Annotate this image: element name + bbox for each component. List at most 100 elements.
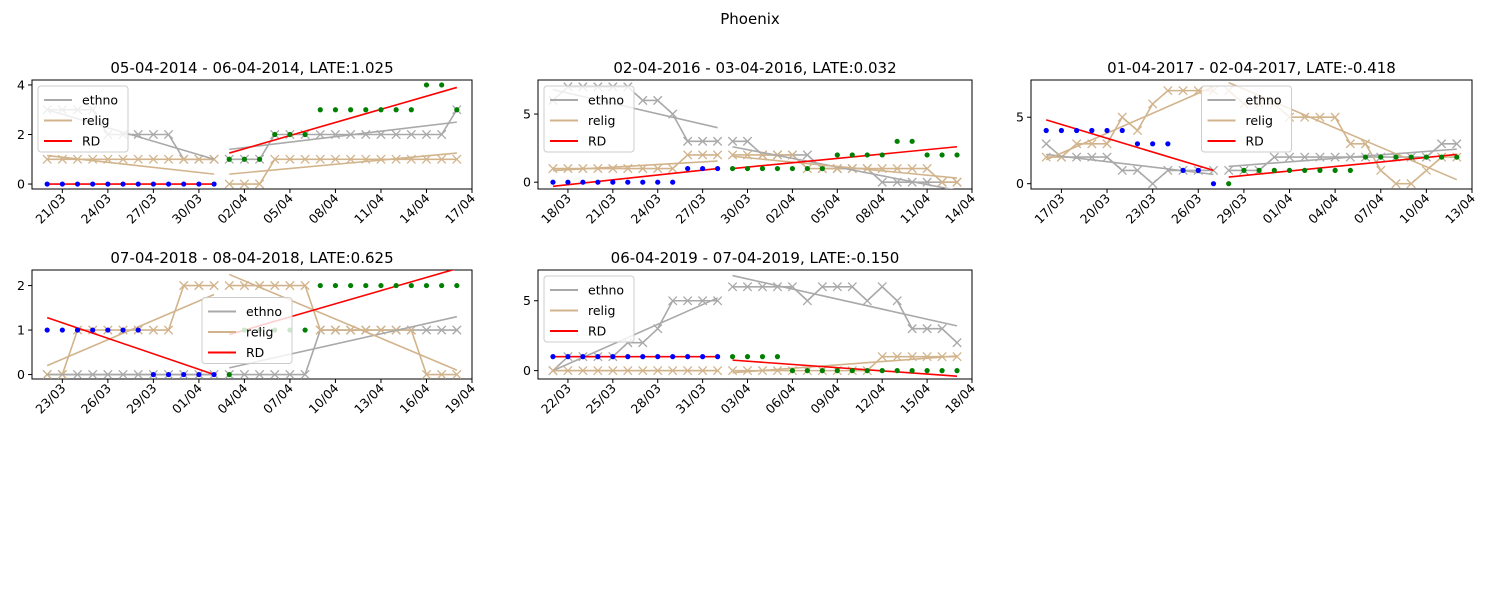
ethno-marker (1071, 152, 1082, 162)
x-tick-label: 14/04 (942, 190, 978, 226)
relig-marker (1148, 99, 1158, 109)
relig-marker (1360, 139, 1371, 149)
rd-point-after (1438, 154, 1445, 160)
rd-point-after (924, 152, 930, 158)
rd-point-after (1423, 154, 1429, 160)
rd-point-after (241, 156, 248, 162)
relig-marker (742, 365, 753, 376)
relig-line-after (229, 284, 457, 376)
rd-point-before (700, 165, 706, 172)
rd-point-after (1226, 181, 1232, 187)
x-tick-label: 01/04 (1260, 190, 1296, 226)
rd-point-before (74, 181, 81, 187)
relig-marker (922, 351, 932, 362)
rd-point-after (774, 354, 781, 360)
rd-point-before (700, 354, 706, 360)
ethno-line-after (732, 285, 958, 344)
relig-marker (1330, 112, 1340, 122)
ethno-marker (952, 338, 962, 348)
plot-area (548, 82, 962, 189)
x-tick-label: 09/04 (807, 380, 843, 416)
rd-point-before (580, 179, 586, 185)
relig-marker (548, 163, 558, 174)
rd-point-before (640, 179, 646, 185)
rd-point-after (1317, 167, 1323, 173)
panel-title: 06-04-2019 - 07-04-2019, LATE:-0.150 (611, 249, 900, 267)
ethno-marker (421, 325, 432, 335)
relig-marker (1117, 112, 1127, 122)
x-tick-label: 24/03 (78, 191, 114, 227)
y-tick-label: 2 (17, 127, 25, 142)
plot-area (1041, 81, 1462, 189)
rd-point-after (256, 156, 263, 162)
rd-point-before (595, 354, 601, 360)
ethno-marker (638, 95, 648, 106)
panel-5: 06-04-2019 - 07-04-2019, LATE:-0.150 0 5 22… (523, 249, 978, 417)
ethno-marker (682, 296, 693, 306)
relig-fit-before (46, 293, 215, 367)
x-tick-label: 02/04 (214, 190, 250, 226)
rd-point-before (211, 371, 217, 378)
rd-point-after (317, 282, 323, 289)
ethno-marker (742, 136, 753, 146)
ethno-marker (1269, 152, 1279, 162)
relig-marker (563, 163, 573, 174)
ethno-marker (727, 282, 738, 292)
rd-point-after (954, 152, 960, 158)
legend-label-ethno: ethno (1246, 93, 1282, 108)
ethno-fit-after (1228, 148, 1457, 168)
rd-point-after (287, 131, 293, 138)
rd-point-before (1043, 127, 1049, 134)
rd-point-after (729, 165, 736, 172)
rd-point-before (595, 179, 601, 185)
relig-marker (712, 150, 723, 160)
relig-marker (148, 154, 159, 164)
x-tick-label: 20/03 (1077, 191, 1113, 227)
rd-point-after (909, 368, 915, 374)
rd-fit-after (229, 86, 458, 154)
x-tick-label: 31/03 (673, 381, 709, 417)
ethno-marker (877, 177, 887, 187)
rd-point-before (196, 371, 202, 378)
relig-marker (270, 154, 280, 164)
rd-point-after (439, 82, 445, 88)
rd-point-before (1134, 141, 1141, 147)
rd-point-after (317, 107, 323, 113)
ethno-marker (1224, 165, 1234, 176)
x-tick-label: 21/03 (32, 191, 68, 227)
ethno-marker (1041, 139, 1051, 149)
rd-point-before (150, 371, 156, 378)
rd-point-after (1286, 167, 1293, 173)
relig-marker (937, 177, 947, 187)
ethno-marker (922, 324, 932, 334)
x-tick-label: 05/04 (807, 190, 843, 226)
relig-marker (42, 369, 52, 379)
ethno-marker (1284, 152, 1295, 162)
rd-point-after (834, 152, 840, 158)
rd-point-after (272, 131, 278, 138)
rd-point-after (378, 282, 384, 289)
rd-fit-after (1228, 153, 1457, 178)
rd-point-before (105, 327, 111, 333)
ethno-marker (1330, 152, 1340, 162)
ethno-marker (361, 129, 371, 140)
ethno-fit-after (229, 121, 457, 151)
relig-fit-after (228, 273, 458, 371)
rd-point-after (1256, 167, 1262, 173)
rd-fit-before (46, 316, 215, 376)
relig-marker (194, 154, 204, 164)
ethno-marker (1102, 152, 1112, 162)
x-tick-label: 23/03 (32, 381, 68, 417)
ethno-marker (937, 324, 947, 334)
x-tick-label: 10/04 (305, 380, 341, 416)
rd-point-before (1119, 127, 1125, 134)
panel-2: 02-04-2016 - 03-04-2016, LATE:0.032 0 5 18/… (523, 59, 978, 227)
relig-marker (1102, 139, 1112, 149)
x-tick-label: 11/04 (351, 190, 387, 226)
relig-marker (376, 154, 386, 164)
x-tick-label: 13/04 (351, 380, 387, 416)
relig-marker (452, 369, 462, 379)
rd-point-after (759, 165, 766, 172)
rd-point-before (165, 371, 172, 378)
rd-fit-before (552, 167, 718, 188)
